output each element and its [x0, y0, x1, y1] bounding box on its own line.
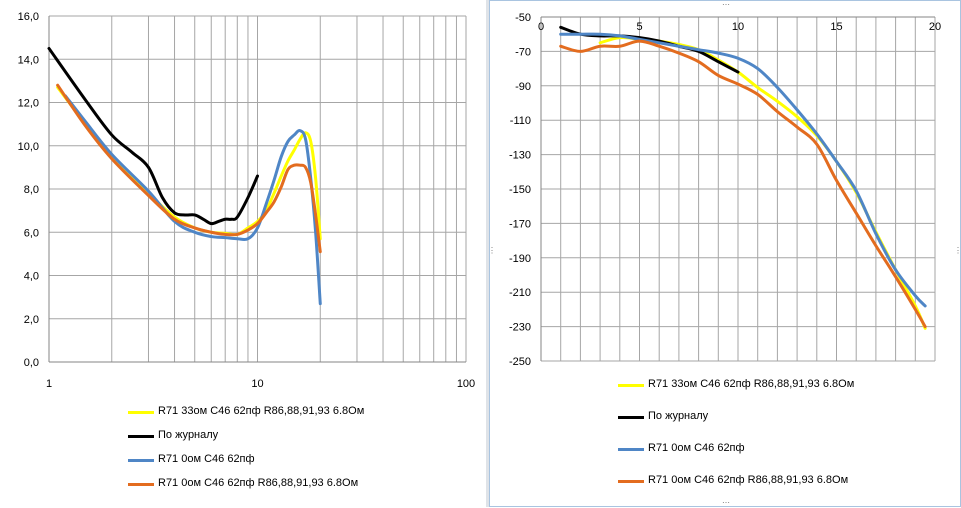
y-tick-label: -90 — [515, 81, 531, 93]
x-tick-label: 100 — [457, 378, 475, 390]
resize-handle-left[interactable]: ⋮ — [488, 246, 496, 255]
legend-swatch — [618, 480, 644, 483]
x-tick-label: 10 — [251, 378, 263, 390]
y-tick-label: -230 — [509, 322, 531, 334]
legend-label: R71 0ом С46 62пф R86,88,91,93 6.8Ом — [158, 477, 359, 489]
y-tick-label: 6,0 — [24, 227, 39, 239]
window-splitter[interactable] — [486, 0, 489, 507]
y-tick-label: 10,0 — [18, 141, 39, 153]
chart-grid — [540, 16, 936, 362]
legend-swatch — [618, 448, 644, 451]
series-line-2 — [64, 94, 322, 306]
y-tick-label: -190 — [509, 253, 531, 265]
legend-swatch — [128, 411, 154, 414]
x-tick-label: 10 — [732, 21, 744, 33]
x-tick-label: 20 — [929, 21, 941, 33]
y-tick-label: -70 — [515, 46, 531, 58]
legend-label: R71 33ом С46 62пф R86,88,91,93 6.8Ом — [648, 378, 855, 390]
legend-swatch — [128, 459, 154, 462]
y-tick-label: 8,0 — [24, 184, 39, 196]
legend-label: По журналу — [648, 410, 709, 422]
y-tick-label: -210 — [509, 287, 531, 299]
x-tick-label: 0 — [538, 21, 544, 33]
y-tick-label: 2,0 — [24, 314, 39, 326]
series-line-1 — [47, 46, 259, 226]
y-tick-label: -50 — [515, 12, 531, 24]
y-tick-label: -170 — [509, 218, 531, 230]
y-tick-label: -250 — [509, 356, 531, 368]
resize-handle-bottom[interactable]: ⋯ — [722, 498, 730, 507]
y-tick-label: 12,0 — [18, 98, 39, 110]
legend-swatch — [128, 435, 154, 438]
y-tick-label: -130 — [509, 150, 531, 162]
legend-swatch — [618, 416, 644, 419]
series-line-2 — [559, 32, 927, 308]
y-tick-label: 16,0 — [18, 11, 39, 23]
y-tick-label: 14,0 — [18, 54, 39, 66]
x-tick-label: 15 — [830, 21, 842, 33]
legend-label: R71 0ом С46 62пф — [648, 442, 745, 454]
legend-swatch — [618, 384, 644, 387]
resize-handle-top[interactable]: ⋯ — [722, 0, 730, 9]
right-chart-panel[interactable]: -50 -70 -90 -110 -130 -150 -170 -190 -210 -230 -25… — [488, 0, 961, 507]
legend-swatch — [128, 483, 154, 486]
series-line-3 — [559, 39, 927, 329]
legend-label: По журналу — [158, 429, 219, 441]
series-line-3 — [56, 83, 322, 254]
y-tick-label: -110 — [510, 115, 531, 127]
legend-label: R71 33ом С46 62пф R86,88,91,93 6.8Ом — [158, 405, 365, 417]
x-tick-label: 1 — [46, 378, 52, 390]
legend-label: R71 0ом С46 62пф — [158, 453, 255, 465]
resize-handle-right[interactable]: ⋮ — [954, 246, 961, 255]
left-chart-plot: 0,0 2,0 4,0 6,0 8,0 10,0 12,0 14,0 16,0 1 10 100 — [18, 11, 476, 390]
x-tick-label: 5 — [636, 21, 642, 33]
y-tick-label: -150 — [509, 184, 531, 196]
chart-grid — [48, 15, 467, 363]
left-chart-panel[interactable]: 0,0 2,0 4,0 6,0 8,0 10,0 12,0 14,0 16,0 1 10 100 R7… — [0, 0, 486, 507]
legend-label: R71 0ом С46 62пф R86,88,91,93 6.8Ом — [648, 474, 849, 486]
right-chart-plot: -50 -70 -90 -110 -130 -150 -170 -190 -210 -230 -25… — [509, 12, 941, 368]
y-tick-label: 4,0 — [24, 271, 39, 283]
y-tick-label: 0,0 — [24, 357, 39, 369]
